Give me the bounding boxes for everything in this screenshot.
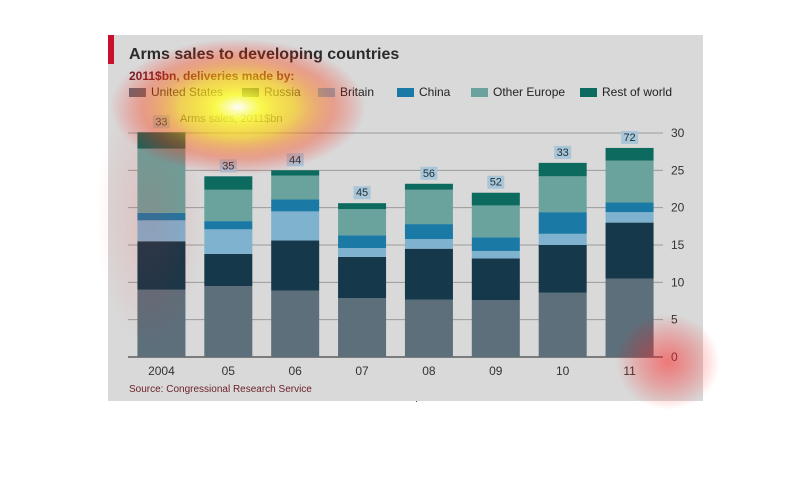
bar-segment xyxy=(271,199,320,212)
bar-segment xyxy=(204,229,253,254)
legend-swatch xyxy=(580,88,597,97)
bar-segment xyxy=(605,202,654,213)
bar-segment xyxy=(204,286,253,357)
bar-segment xyxy=(137,220,186,242)
bar-segment xyxy=(404,239,453,249)
bar-segment xyxy=(605,278,654,357)
bar-segment xyxy=(471,205,520,238)
bar-segment xyxy=(404,189,453,225)
y-tick-label: 15 xyxy=(671,238,685,252)
bar-chart: 0510152025303320043505440645075608520933… xyxy=(128,115,685,378)
stray-dot xyxy=(416,401,417,402)
total-label-box xyxy=(554,145,572,159)
total-label-box xyxy=(621,130,639,144)
y-tick-label: 0 xyxy=(671,350,678,364)
bar-segment xyxy=(338,203,387,210)
total-label-box xyxy=(487,175,505,189)
y-tick-label: 10 xyxy=(671,275,685,289)
bar-segment xyxy=(404,299,453,357)
bar-segment xyxy=(338,209,387,236)
legend-label: Other Europe xyxy=(493,85,566,99)
legend-swatch xyxy=(471,88,488,97)
total-label: 52 xyxy=(490,177,502,189)
y-tick-label: 5 xyxy=(671,313,678,327)
bar-segment xyxy=(538,233,587,245)
bar-segment xyxy=(271,211,320,241)
bar-segment xyxy=(538,292,587,357)
bar-segment xyxy=(538,245,587,293)
total-label-box xyxy=(420,166,438,180)
x-tick-label: 10 xyxy=(556,364,570,378)
bar-segment xyxy=(338,298,387,357)
bar-segment xyxy=(538,176,587,213)
total-label: 56 xyxy=(423,168,435,180)
bar-segment xyxy=(471,192,520,206)
bar-segment xyxy=(271,290,320,357)
chart-card: Arms sales to developing countries 2011$… xyxy=(108,35,703,401)
bar-segment xyxy=(204,176,253,190)
x-tick-label: 06 xyxy=(289,364,303,378)
x-tick-label: 05 xyxy=(222,364,236,378)
bar-segment xyxy=(471,258,520,301)
bar-segment xyxy=(137,132,186,149)
legend-swatch xyxy=(397,88,414,97)
total-label: 33 xyxy=(557,147,569,159)
bar-segment xyxy=(605,147,654,161)
y-tick-label: 25 xyxy=(671,163,685,177)
bar-segment xyxy=(338,247,387,257)
y-tick-label: 30 xyxy=(671,126,685,140)
x-tick-label: 11 xyxy=(623,364,636,378)
bar-segment xyxy=(271,170,320,176)
total-label: 33 xyxy=(155,116,167,128)
legend-label: China xyxy=(419,85,451,99)
x-tick-label: 08 xyxy=(422,364,436,378)
total-label: 72 xyxy=(623,132,635,144)
total-label-box xyxy=(353,186,371,200)
source-note: Source: Congressional Research Service xyxy=(129,384,312,395)
bar-segment xyxy=(137,212,186,221)
bar-segment xyxy=(271,240,320,291)
bar-segment xyxy=(204,221,253,230)
y-tick-label: 20 xyxy=(671,201,685,215)
bar-segment xyxy=(137,241,186,290)
bar-segment xyxy=(471,237,520,251)
bar-segment xyxy=(605,160,654,203)
x-tick-label: 2004 xyxy=(148,364,175,378)
bar-segment xyxy=(538,212,587,234)
bar-segment xyxy=(338,256,387,299)
bar-segment xyxy=(605,222,654,279)
bar-segment xyxy=(471,250,520,259)
bar-segment xyxy=(204,189,253,222)
x-tick-label: 09 xyxy=(489,364,503,378)
bar-segment xyxy=(404,224,453,240)
bar-segment xyxy=(338,235,387,248)
total-label: 35 xyxy=(222,160,234,172)
total-label: 44 xyxy=(289,154,301,166)
bar-segment xyxy=(204,253,253,287)
total-label: 45 xyxy=(356,187,368,199)
legend-label: Rest of world xyxy=(602,85,673,99)
bar-segment xyxy=(404,248,453,300)
bar-segment xyxy=(471,300,520,357)
bar-segment xyxy=(271,175,320,200)
x-tick-label: 07 xyxy=(355,364,369,378)
bar-segment xyxy=(137,289,186,357)
bar-segment xyxy=(538,162,587,177)
bar-segment xyxy=(404,183,453,190)
bar-segment xyxy=(137,148,186,213)
bar-segment xyxy=(605,212,654,223)
